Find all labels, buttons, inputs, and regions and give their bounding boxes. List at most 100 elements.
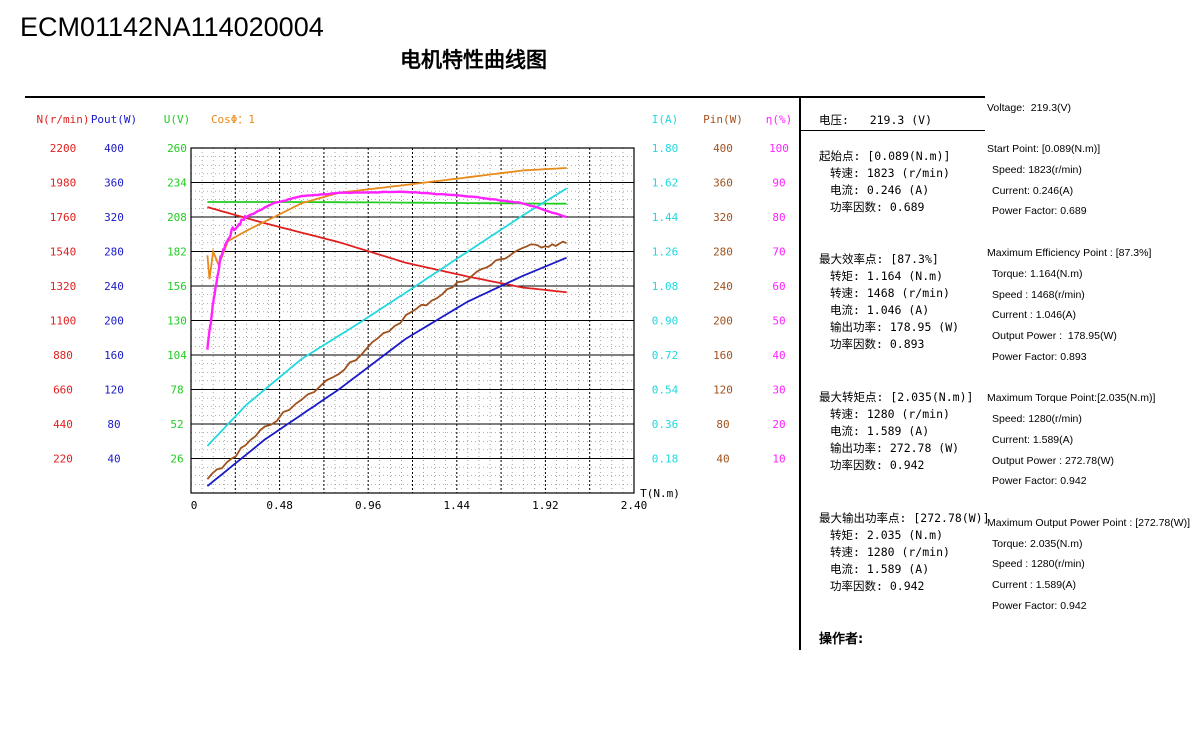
top-divider [25,96,985,98]
x-tick-label: 2.40 [621,499,648,512]
right-axis-tick: 1.62 [652,177,679,190]
motor-characteristic-chart: 0 0.48 0.96 1.44 1.92 2.40T(N.m) N(r/min) 2200 1… [37,113,793,512]
speed-series-line [207,206,567,294]
start-line-en: Current: 0.246(A) [992,185,1074,197]
torque-header-en: Maximum Torque Point:[2.035(N.m)] [987,392,1156,404]
right-axis-tick: 10 [772,453,785,466]
torque-line-cn: 输出功率: 272.78 (W) [830,441,960,455]
right-axis-tick: 0.36 [652,418,679,431]
plot-frame [190,147,635,494]
left-axis-tick: 280 [104,246,124,259]
start-line-en: Power Factor: 0.689 [992,205,1087,217]
power-line-cn: 功率因数: 0.942 [830,579,925,593]
operator-label: 操作者: [819,632,864,647]
voltage-series-line [207,201,567,205]
left-axis-tick: 160 [104,349,124,362]
right-axis-label: η(%) [766,113,793,126]
left-axis-label: Pout(W) [91,113,137,126]
right-axis-label: Pin(W) [703,113,743,126]
left-axis-tick: 52 [170,418,183,431]
right-axis-tick: 200 [713,315,733,328]
left-axis-tick: 220 [53,453,73,466]
right-axis-tick: 40 [716,453,729,466]
left-axis-tick: 78 [170,384,183,397]
eff-line-cn: 转矩: 1.164 (N.m) [830,269,944,283]
eff-line-cn: 功率因数: 0.893 [830,337,925,351]
power-line-en: Speed : 1280(r/min) [992,558,1085,570]
left-axis-tick: 2200 [50,142,77,155]
power-line-en: Power Factor: 0.942 [992,600,1087,612]
power-line-en: Torque: 2.035(N.m) [992,538,1083,550]
left-axis-tick: 26 [170,453,183,466]
left-axis-tick: 208 [167,211,187,224]
left-axis-label: N(r/min) [37,113,90,126]
eff-header-cn: 最大效率点: [87.3%] [819,252,939,266]
torque-line-cn: 电流: 1.589 (A) [830,424,930,438]
power-line-cn: 电流: 1.589 (A) [830,562,930,576]
start-line-cn: 功率因数: 0.689 [830,200,925,214]
start-line-cn: 转速: 1823 (r/min) [830,166,950,180]
right-axis-tick: 1.08 [652,280,679,293]
right-axis-tick: 60 [772,280,785,293]
right-axis-tick: 90 [772,177,785,190]
eff-header-en: Maximum Efficiency Point : [87.3%] [987,247,1152,259]
x-axis-label: T(N.m) [640,487,680,500]
pin-series-line [206,240,567,480]
left-axis-tick: 260 [167,142,187,155]
power-line-en: Current : 1.589(A) [992,579,1077,591]
left-axis-tick: 200 [104,315,124,328]
left-axis-tick: 240 [104,280,124,293]
x-tick-label: 0.96 [355,499,382,512]
left-axis-tick: 104 [167,349,187,362]
left-axis-tick: 1320 [50,280,77,293]
torque-line-en: Output Power : 272.78(W) [992,455,1114,467]
eff-line-en: Speed : 1468(r/min) [992,289,1085,301]
eff-line-cn: 输出功率: 178.95 (W) [830,320,960,334]
start-header-cn: 起始点: [0.089(N.m)] [819,149,951,163]
right-axis-label: I(A) [652,113,679,126]
right-axis-tick: 1.26 [652,246,679,259]
left-axis-tick: 120 [104,384,124,397]
right-axis-tick: 50 [772,315,785,328]
right-axis-tick: 320 [713,211,733,224]
cos-series-line [206,167,567,280]
right-axis-tick: 400 [713,142,733,155]
power-line-cn: 转矩: 2.035 (N.m) [830,528,944,542]
eff-line-en: Current : 1.046(A) [992,309,1077,321]
right-axis-tick: 0.54 [652,384,679,397]
model-id: ECM01142NA114020004 [20,12,324,42]
left-axis-tick: 156 [167,280,187,293]
left-axis-tick: 660 [53,384,73,397]
left-axis-tick: 1980 [50,177,77,190]
power-line-cn: 转速: 1280 (r/min) [830,545,950,559]
right-axis-tick: 160 [713,349,733,362]
left-axis-tick: 400 [104,142,124,155]
right-axis-tick: 0.90 [652,315,679,328]
eff-line-en: Torque: 1.164(N.m) [992,268,1083,280]
right-axis-tick: 360 [713,177,733,190]
left-axis-tick: 360 [104,177,124,190]
voltage-cn: 电压: 219.3 (V) [819,113,933,127]
right-axis-tick: 70 [772,246,785,259]
torque-line-en: Power Factor: 0.942 [992,475,1087,487]
right-axis-tick: 40 [772,349,785,362]
x-tick-label: 0 [191,499,198,512]
right-axis-tick: 1.80 [652,142,679,155]
right-axis-tick: 80 [716,418,729,431]
x-tick-label: 1.44 [444,499,471,512]
left-axis-tick: 40 [107,453,120,466]
pout-series-line [206,256,567,487]
eff-line-en: Power Factor: 0.893 [992,351,1087,363]
voltage-en: Voltage: 219.3(V) [987,102,1072,114]
start-header-en: Start Point: [0.089(N.m)] [987,143,1101,155]
left-axis-tick: 130 [167,315,187,328]
right-axis-tick: 120 [713,384,733,397]
left-axis-label: CosΦ：1 [211,113,255,126]
eff-line-en: Output Power : 178.95(W) [992,330,1117,342]
right-axis-tick: 0.18 [652,453,679,466]
left-axis-tick: 80 [107,418,120,431]
right-axis-tick: 1.44 [652,211,679,224]
eff-series-line [206,190,567,350]
current-series-line [206,187,568,447]
left-axis-tick: 1760 [50,211,77,224]
